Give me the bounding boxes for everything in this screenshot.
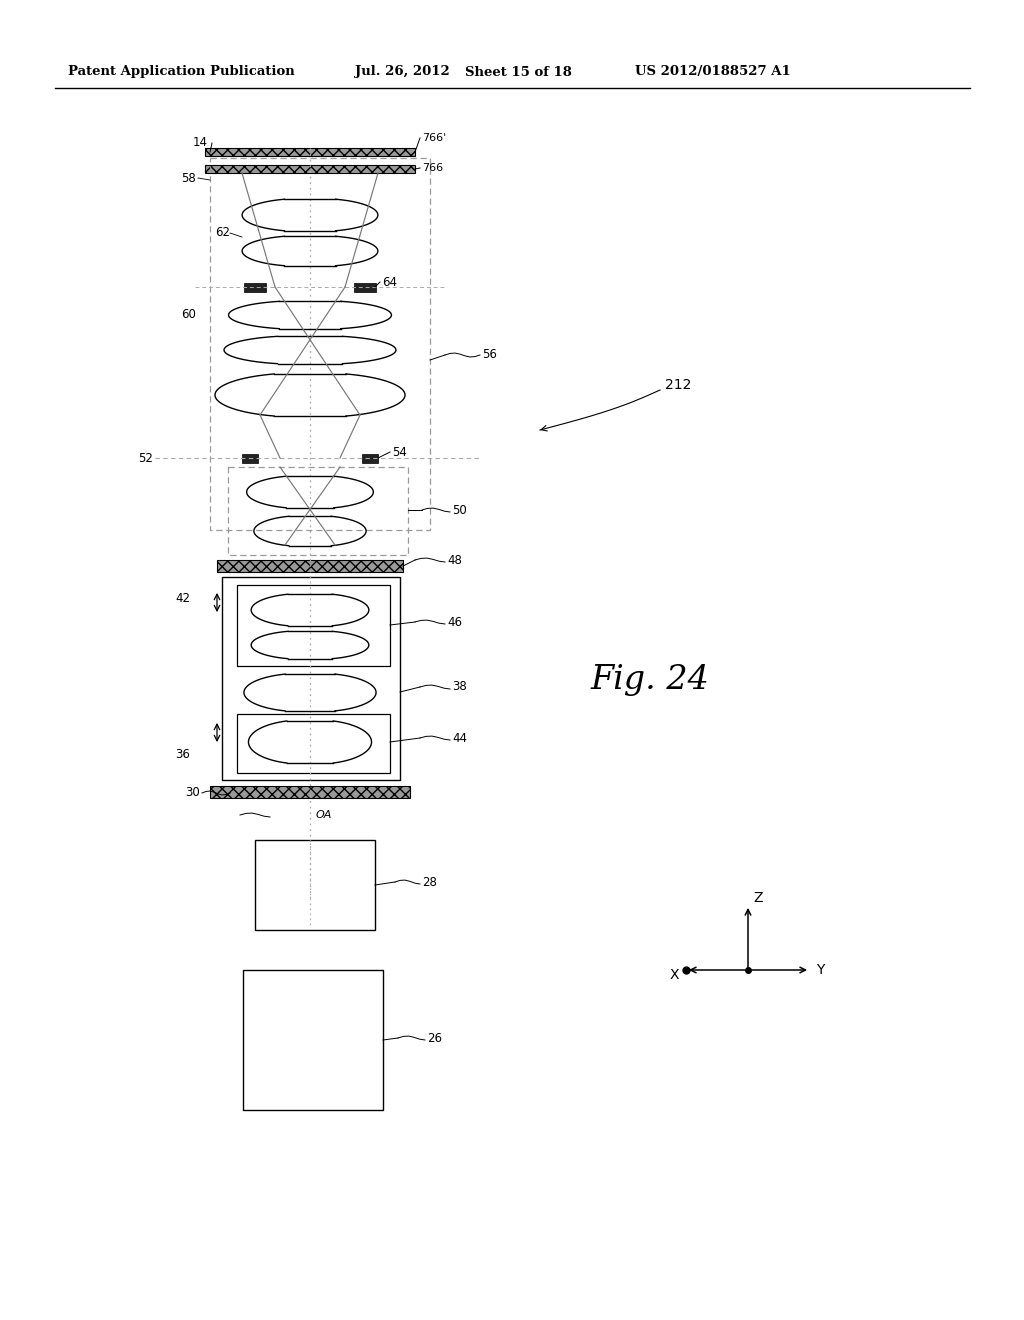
- Text: 38: 38: [452, 681, 467, 693]
- Text: Z: Z: [753, 891, 763, 906]
- Text: 56: 56: [482, 348, 497, 362]
- Text: 62: 62: [215, 227, 230, 239]
- Text: US 2012/0188527 A1: US 2012/0188527 A1: [635, 66, 791, 78]
- Bar: [222, 577, 400, 780]
- Text: Sheet 15 of 18: Sheet 15 of 18: [465, 66, 571, 78]
- Bar: [237, 585, 390, 667]
- Bar: [237, 714, 390, 774]
- Text: 46: 46: [447, 615, 462, 628]
- Text: 64: 64: [382, 276, 397, 289]
- Bar: [205, 165, 415, 173]
- Text: 766: 766: [422, 162, 443, 173]
- Text: Y: Y: [816, 964, 824, 977]
- Text: 60: 60: [181, 309, 196, 322]
- Bar: [242, 454, 258, 462]
- Text: 36: 36: [175, 748, 190, 762]
- Text: X: X: [670, 968, 680, 982]
- Text: 28: 28: [422, 875, 437, 888]
- Bar: [205, 148, 415, 156]
- Text: 212: 212: [665, 378, 691, 392]
- Text: OA: OA: [316, 810, 333, 820]
- Text: Jul. 26, 2012: Jul. 26, 2012: [355, 66, 450, 78]
- Bar: [217, 560, 403, 572]
- Bar: [354, 282, 376, 292]
- Text: 54: 54: [392, 446, 407, 458]
- Text: 14: 14: [193, 136, 208, 149]
- Text: Patent Application Publication: Patent Application Publication: [68, 66, 295, 78]
- Bar: [210, 785, 410, 799]
- Text: 58: 58: [181, 172, 196, 185]
- Text: 42: 42: [175, 591, 190, 605]
- Text: 48: 48: [447, 553, 462, 566]
- Text: Fig. 24: Fig. 24: [590, 664, 709, 696]
- Text: 766': 766': [422, 133, 446, 143]
- Text: 44: 44: [452, 731, 467, 744]
- Bar: [243, 970, 383, 1110]
- Text: 50: 50: [452, 503, 467, 516]
- Bar: [244, 282, 266, 292]
- Bar: [362, 454, 378, 462]
- Bar: [255, 840, 375, 931]
- Text: 30: 30: [185, 787, 200, 800]
- Text: 26: 26: [427, 1031, 442, 1044]
- Text: 52: 52: [138, 451, 153, 465]
